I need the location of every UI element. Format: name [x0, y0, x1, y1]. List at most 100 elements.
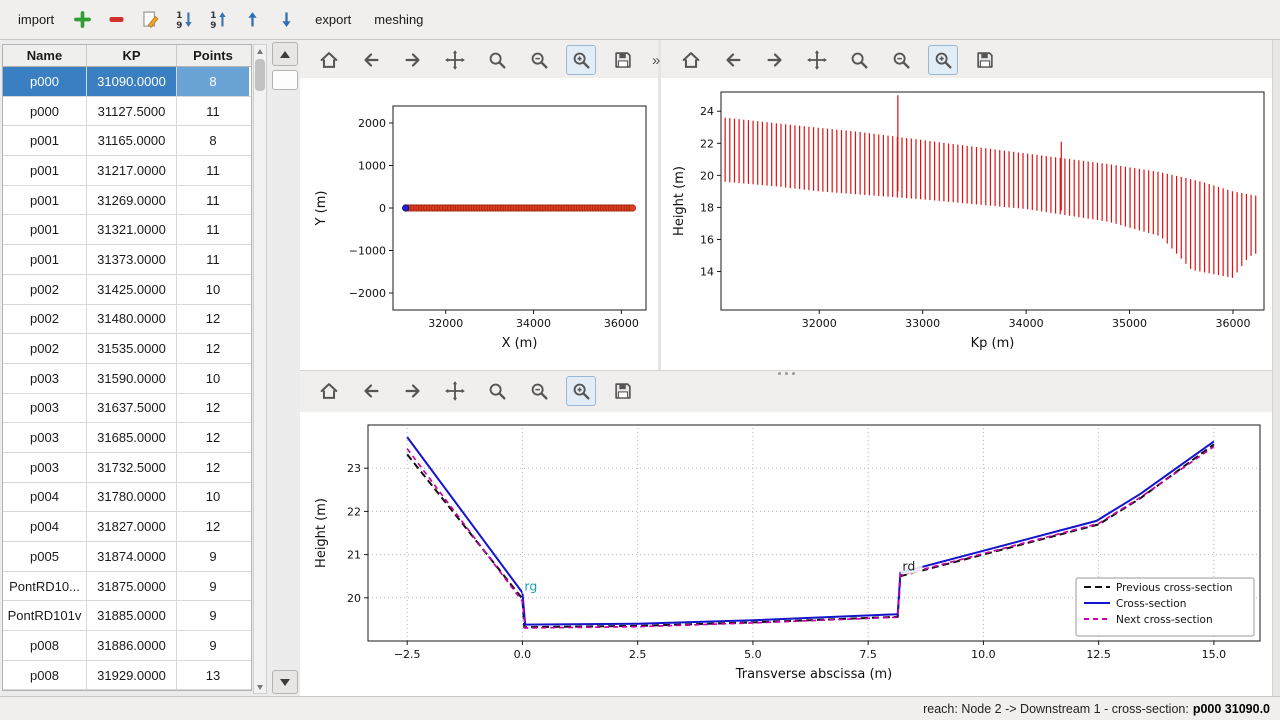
subplots-button[interactable]	[524, 376, 554, 406]
splitter-handle[interactable]	[778, 372, 795, 375]
move-up-button[interactable]	[239, 6, 266, 33]
longitudinal-profile-figure[interactable]: 32000 33000 34000 35000 36000 14 16 18 20 22 24 Kp …	[661, 78, 1272, 368]
svg-text:24: 24	[700, 105, 714, 118]
table-row[interactable]: p001 31269.0000 11	[3, 185, 251, 216]
cell-name: PontRD10...	[3, 571, 87, 601]
panel-scrollbar[interactable]	[272, 40, 298, 696]
plan-view-figure[interactable]: 32000 34000 36000 −2000 −1000 0 1000 2000 X (m) Y…	[303, 78, 658, 368]
zoom-button[interactable]	[482, 376, 512, 406]
cell-points: 11	[206, 103, 220, 119]
remove-cross-section-button[interactable]	[103, 6, 130, 33]
save-button[interactable]	[608, 376, 638, 406]
cell-name: p002	[3, 304, 87, 334]
arrow-up-icon	[248, 12, 257, 27]
table-row[interactable]: p008 31929.0000 13	[3, 660, 251, 691]
back-button[interactable]	[356, 376, 386, 406]
table-row[interactable]: p000 31090.0000 8	[3, 67, 251, 97]
table-scroll-up-button[interactable]	[254, 45, 266, 57]
cell-points: 11	[206, 222, 220, 238]
column-header-points[interactable]: Points	[193, 48, 233, 63]
pan-button[interactable]	[802, 45, 832, 75]
svg-text:0.0: 0.0	[514, 648, 532, 661]
cross-section-figure[interactable]: −2.5 0.0 2.5 5.0 7.5 10.0 12.5 15.0 20 21 22 23 Tran…	[303, 412, 1272, 694]
toolbar-overflow-button[interactable]: »	[652, 51, 661, 69]
subplots-icon	[893, 52, 910, 69]
panel-scroll-down-button[interactable]	[272, 670, 298, 694]
zoom-rect-button[interactable]	[566, 45, 596, 75]
zoom-rect-icon	[573, 52, 590, 69]
home-button[interactable]	[676, 45, 706, 75]
forward-button[interactable]	[398, 45, 428, 75]
table-row[interactable]: p003 31732.5000 12	[3, 452, 251, 483]
table-row[interactable]: p002 31535.0000 12	[3, 334, 251, 364]
panel-scroll-up-button[interactable]	[272, 42, 298, 66]
table-row[interactable]: p003 31590.0000 10	[3, 363, 251, 394]
edit-cross-section-button[interactable]	[137, 6, 164, 33]
table-row[interactable]: p004 31827.0000 12	[3, 512, 251, 542]
save-icon	[615, 383, 631, 399]
home-button[interactable]	[314, 376, 344, 406]
table-scrollbar-thumb[interactable]	[255, 59, 265, 91]
table-row[interactable]: p001 31373.0000 11	[3, 245, 251, 275]
cell-points: 11	[206, 162, 220, 178]
svg-text:2.5: 2.5	[629, 648, 647, 661]
cell-name: p008	[3, 660, 87, 690]
cell-name: p003	[3, 393, 87, 423]
column-header-kp[interactable]: KP	[87, 45, 177, 66]
table-row[interactable]: p008 31886.0000 9	[3, 631, 251, 661]
table-row[interactable]: p003 31637.5000 12	[3, 393, 251, 424]
table-row[interactable]: p000 31127.5000 11	[3, 96, 251, 127]
table-row[interactable]: PontRD10... 31875.0000 9	[3, 571, 251, 602]
zoom-icon	[851, 52, 868, 69]
table-row[interactable]: p002 31480.0000 12	[3, 304, 251, 335]
add-cross-section-button[interactable]	[69, 6, 96, 33]
subplots-button[interactable]	[524, 45, 554, 75]
cell-name: p001	[3, 185, 87, 215]
table-row[interactable]: p003 31685.0000 12	[3, 423, 251, 453]
svg-text:rg: rg	[524, 579, 537, 594]
pan-button[interactable]	[440, 376, 470, 406]
table-row[interactable]: p001 31217.0000 11	[3, 156, 251, 186]
move-down-button[interactable]	[273, 6, 300, 33]
import-button[interactable]: import	[18, 12, 55, 27]
subplots-button[interactable]	[886, 45, 916, 75]
table-scroll-down-button[interactable]	[254, 681, 266, 693]
cell-points: 10	[205, 370, 221, 386]
svg-text:1: 1	[210, 11, 216, 21]
table-row[interactable]: PontRD101v 31885.0000 9	[3, 601, 251, 632]
svg-text:15.0: 15.0	[1202, 648, 1227, 661]
back-button[interactable]	[718, 45, 748, 75]
forward-button[interactable]	[760, 45, 790, 75]
svg-text:22: 22	[347, 505, 361, 518]
export-button[interactable]: export	[315, 12, 352, 27]
status-bar: reach: Node 2 -> Downstream 1 - cross-se…	[0, 696, 1280, 720]
table-row[interactable]: p001 31165.0000 8	[3, 126, 251, 157]
column-header-name[interactable]: Name	[3, 45, 87, 66]
home-icon	[320, 52, 338, 68]
back-icon	[364, 53, 379, 67]
sort-desc-icon: 19	[176, 11, 192, 30]
back-button[interactable]	[356, 45, 386, 75]
save-button[interactable]	[608, 45, 638, 75]
zoom-button[interactable]	[844, 45, 874, 75]
table-row[interactable]: p002 31425.0000 10	[3, 274, 251, 305]
pan-button[interactable]	[440, 45, 470, 75]
right-scroll-strip[interactable]	[1272, 40, 1280, 696]
forward-button[interactable]	[398, 376, 428, 406]
zoom-rect-button[interactable]	[928, 45, 958, 75]
panel-scrollbar-thumb[interactable]	[272, 70, 298, 90]
zoom-rect-button[interactable]	[566, 376, 596, 406]
table-row[interactable]: p005 31874.0000 9	[3, 542, 251, 572]
table-row[interactable]: p001 31321.0000 11	[3, 215, 251, 246]
save-button[interactable]	[970, 45, 1000, 75]
zoom-button[interactable]	[482, 45, 512, 75]
table-scrollbar[interactable]	[253, 44, 267, 694]
home-button[interactable]	[314, 45, 344, 75]
svg-text:10.0: 10.0	[971, 648, 996, 661]
pan-icon	[445, 381, 465, 401]
table-row[interactable]: p004 31780.0000 10	[3, 482, 251, 513]
meshing-button[interactable]: meshing	[374, 12, 424, 27]
svg-text:Height (m): Height (m)	[314, 498, 329, 568]
